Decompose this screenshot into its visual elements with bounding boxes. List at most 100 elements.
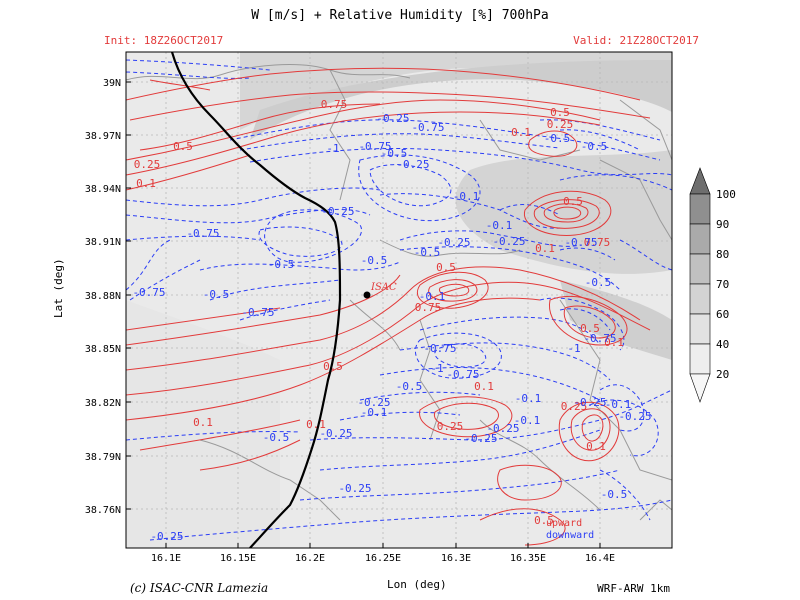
downward-contour-label: -0.5 [268, 258, 295, 271]
downward-contour-label: -0.75 [358, 140, 391, 153]
upward-contour-label: 0.1 [511, 126, 531, 139]
downward-contour-label: -0.25 [150, 530, 183, 543]
downward-contour-label: -0.5 [361, 254, 388, 267]
downward-contour-label: -0.25 [492, 235, 525, 248]
x-axis-label: Lon (deg) [387, 578, 447, 591]
y-tick-label: 38.79N [85, 452, 121, 463]
x-tick-label: 16.1E [151, 553, 181, 564]
downward-contour-label: -0.25 [464, 432, 497, 445]
downward-contour-label: -0.5 [396, 380, 423, 393]
downward-contour-label: -0.25 [376, 112, 409, 125]
upward-contour-label: 0.25 [134, 158, 161, 171]
upward-contour-label: 0.1 [474, 380, 494, 393]
upward-contour-label: 0.5 [550, 106, 570, 119]
downward-contour-label: -0.5 [544, 132, 571, 145]
x-tick-label: 16.3E [441, 553, 471, 564]
upward-contour-label: 0.1 [586, 440, 606, 453]
downward-contour-label: -0.25 [338, 482, 371, 495]
downward-contour-label: -0.1 [514, 414, 541, 427]
contour-labels: 0.750.50.250.10.50.250.10.50.750.50.750.… [132, 98, 651, 543]
humidity-shading [126, 52, 672, 548]
x-tick-label: 16.35E [510, 553, 546, 564]
x-tick-label: 16.15E [220, 553, 256, 564]
downward-contour-label: -0.25 [396, 158, 429, 171]
downward-contour-label: -0.5 [263, 431, 290, 444]
model-name: WRF-ARW 1km [597, 582, 670, 595]
downward-contour-label: -0.5 [381, 147, 408, 160]
downward-contour-label: -0.5 [601, 488, 628, 501]
upward-contour-label: 0.5 [323, 360, 343, 373]
x-tick-label: 16.25E [365, 553, 401, 564]
downward-contour-label: -0.5 [203, 288, 230, 301]
y-tick-label: 38.88N [85, 291, 121, 302]
downward-contour-label: -0.25 [357, 396, 390, 409]
upward-contour-label: 0.25 [437, 420, 464, 433]
y-tick-label: 38.76N [85, 505, 121, 516]
downward-contour-label: -0.25 [437, 236, 470, 249]
downward-contour-label: -0.1 [515, 392, 542, 405]
map-title: W [m/s] + Relative Humidity [%] 700hPa [251, 8, 549, 23]
upward-contour-label: 0.25 [547, 118, 574, 131]
downward-contour-label: -0.1 [605, 398, 632, 411]
y-tick-label: 38.91N [85, 237, 121, 248]
downward-contour-label: -0.5 [581, 140, 608, 153]
colorbar-tick-label: 100 [716, 188, 736, 201]
colorbar-tick-label: 20 [716, 368, 729, 381]
downward-contour-label: -0.1 [361, 406, 388, 419]
valid-time: Valid: 21Z28OCT2017 [573, 34, 699, 47]
upward-contour-label: 0.5 [436, 261, 456, 274]
upward-contour-label: 0.5 [580, 322, 600, 335]
downward-contour-label: -0.25 [618, 410, 651, 423]
x-tick-label: 16.4E [585, 553, 615, 564]
downward-contour-label: -1 [567, 342, 580, 355]
downward-contour-label: -0.1 [486, 219, 513, 232]
downward-contour-label: -0.75 [446, 368, 479, 381]
downward-contour-label: -1 [430, 362, 443, 375]
upward-contour-label: 0.75 [584, 236, 611, 249]
downward-contour-label: -0.1 [419, 290, 446, 303]
legend-downward: downward [546, 530, 595, 541]
downward-contours [126, 59, 672, 541]
y-tick-labels: 39N 38.97N 38.94N 38.91N 38.88N 38.85N 38.82N 3… [85, 78, 121, 516]
upward-contour-label: 0.75 [321, 98, 348, 111]
y-tick-label: 38.94N [85, 184, 121, 195]
coastline [170, 52, 342, 548]
upward-contour-label: 0.5 [563, 195, 583, 208]
legend-upward: upward [546, 518, 583, 529]
downward-contour-label: -0.75 [241, 306, 274, 319]
downward-contour-label: -0.75 [411, 121, 444, 134]
plot-frame [125, 51, 673, 549]
upward-contour-label: 0.1 [193, 416, 213, 429]
downward-contour-label: -1 [326, 142, 339, 155]
upward-contours [126, 67, 651, 546]
downward-contour-label: -0.1 [453, 190, 480, 203]
upward-contour-label: 0.25 [561, 400, 588, 413]
downward-contour-label: -0.25 [319, 427, 352, 440]
colorbar-tick-label: 60 [716, 308, 729, 321]
downward-contour-label: -0.5 [585, 276, 612, 289]
downward-contour-label: -0.25 [321, 205, 354, 218]
downward-contour-label: -0.75 [564, 236, 597, 249]
colorbar-tick-label: 90 [716, 218, 729, 231]
colorbar-tick-label: 70 [716, 278, 729, 291]
y-tick-label: 38.97N [85, 131, 121, 142]
upward-contour-label: 0.5 [534, 514, 554, 527]
x-tick-labels: 16.1E 16.15E 16.2E 16.25E 16.3E 16.35E 16.4E [151, 553, 615, 564]
downward-contour-label: -0.25 [573, 396, 606, 409]
upward-contour-label: 0.1 [136, 177, 156, 190]
y-tick-label: 38.82N [85, 398, 121, 409]
upward-contour-label: 0.75 [415, 301, 442, 314]
upward-contour-label: 0.1 [604, 336, 624, 349]
colorbar [689, 167, 711, 403]
init-time: Init: 18Z26OCT2017 [104, 34, 224, 47]
y-tick-label: 39N [103, 78, 121, 89]
y-axis-label: Lat (deg) [52, 258, 65, 318]
downward-contour-label: -0.75 [583, 332, 616, 345]
axis-ticks [126, 81, 601, 548]
station-marker [363, 291, 371, 299]
upward-contour-label: 0.1 [535, 242, 555, 255]
downward-contour-label: -0.25 [486, 422, 519, 435]
y-tick-label: 38.85N [85, 344, 121, 355]
x-tick-label: 16.2E [295, 553, 325, 564]
